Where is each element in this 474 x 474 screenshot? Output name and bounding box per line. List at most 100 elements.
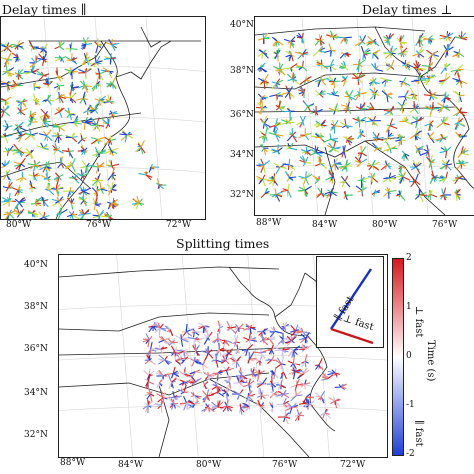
- bottom-station: [315, 390, 326, 404]
- bottom-station: [287, 356, 301, 369]
- bottom-station: [266, 333, 276, 346]
- left-station: [64, 67, 78, 80]
- bottom-station: [256, 377, 268, 388]
- left-station: [1, 105, 11, 118]
- left-panel-title: Delay times ∥: [2, 2, 87, 17]
- bottom-station: [166, 366, 180, 379]
- right-station: [270, 144, 283, 155]
- right-station: [282, 158, 296, 171]
- right-station: [324, 43, 336, 57]
- bottom-station: [154, 321, 167, 336]
- left-station: [54, 55, 67, 63]
- right-station: [422, 74, 437, 86]
- right-station: [452, 49, 465, 59]
- right-station: [367, 172, 379, 185]
- left-station: [52, 143, 64, 155]
- left-lon-label-3: 72°W: [166, 220, 192, 230]
- left-station: [105, 38, 120, 51]
- right-station: [396, 34, 408, 49]
- right-station: [269, 91, 284, 101]
- left-station: [75, 169, 89, 181]
- bottom-station: [243, 333, 257, 346]
- right-station: [452, 105, 468, 117]
- right-station: [295, 60, 308, 72]
- right-station: [339, 175, 351, 188]
- left-station: [1, 42, 13, 53]
- right-station: [394, 133, 406, 147]
- left-station: [94, 68, 107, 81]
- bottom-station: [297, 367, 310, 379]
- right-station: [296, 115, 306, 128]
- right-lon-label-3: 80°W: [372, 220, 398, 230]
- right-station: [439, 159, 452, 171]
- left-station: [3, 169, 12, 181]
- bottom-station: [178, 366, 192, 378]
- bottom-station: [187, 398, 200, 409]
- right-lon-label-2: 84°W: [312, 220, 338, 230]
- left-station: [54, 106, 65, 118]
- right-station: [314, 90, 326, 98]
- right-station: [457, 146, 470, 158]
- left-station: [30, 198, 42, 207]
- left-station: [39, 160, 52, 173]
- right-station: [326, 88, 340, 97]
- left-station: [108, 110, 118, 119]
- right-station: [316, 59, 329, 70]
- right-station: [440, 62, 451, 75]
- bottom-station: [148, 321, 158, 333]
- bottom-station: [243, 323, 257, 335]
- bottom-station: [224, 374, 232, 389]
- right-station: [357, 174, 369, 188]
- right-station: [353, 88, 368, 100]
- right-station: [355, 35, 367, 47]
- right-station: [341, 75, 349, 87]
- bottom-lat-label-1: 40°N: [24, 260, 48, 270]
- left-station: [103, 135, 117, 147]
- right-station: [300, 146, 312, 156]
- right-station: [439, 31, 454, 42]
- left-station: [42, 94, 55, 106]
- bottom-station: [249, 367, 259, 379]
- bottom-station: [275, 347, 291, 358]
- right-station: [283, 36, 296, 49]
- right-panel-title: Delay times ⊥: [362, 2, 453, 17]
- right-station: [408, 173, 421, 188]
- right-station: [437, 102, 451, 114]
- right-station: [454, 188, 461, 201]
- left-station: [36, 70, 50, 81]
- bottom-station: [269, 390, 281, 399]
- bottom-station: [173, 354, 183, 366]
- left-station: [11, 184, 23, 197]
- bottom-station: [217, 320, 224, 334]
- bottom-station: [169, 398, 181, 410]
- right-station: [298, 86, 306, 99]
- right-station: [383, 186, 397, 199]
- right-station: [275, 100, 286, 113]
- bottom-station: [254, 399, 266, 413]
- bottom-station: [156, 379, 164, 389]
- colorbar-tick-1: 1: [406, 302, 412, 312]
- left-station: [43, 77, 53, 89]
- bottom-station: [274, 356, 286, 370]
- left-station: [94, 95, 106, 106]
- bottom-lon-label-1: 88°W: [60, 458, 86, 468]
- bottom-station: [319, 408, 332, 419]
- bottom-lon-label-5: 72°W: [340, 460, 366, 470]
- left-station: [35, 196, 49, 208]
- bottom-station: [242, 402, 251, 412]
- left-station: [77, 132, 88, 145]
- right-station: [355, 185, 367, 197]
- right-station: [409, 127, 423, 141]
- right-station: [299, 76, 312, 85]
- right-station: [338, 159, 352, 173]
- right-station: [452, 174, 467, 185]
- right-station: [426, 49, 440, 62]
- right-station: [372, 131, 384, 143]
- right-station: [298, 171, 313, 185]
- left-station: [1, 96, 12, 109]
- left-station: [106, 181, 117, 196]
- bottom-station: [301, 354, 309, 368]
- left-station: [66, 211, 80, 219]
- bottom-station: [187, 327, 202, 338]
- bottom-station: [280, 364, 287, 380]
